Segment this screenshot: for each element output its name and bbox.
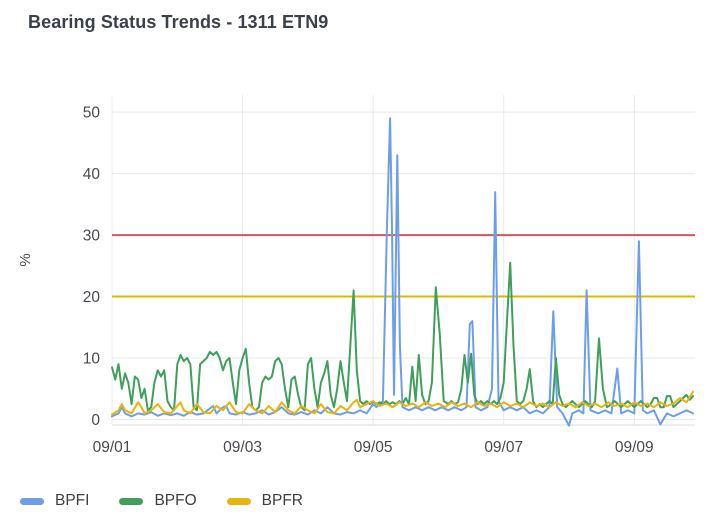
y-axis-tick-label: 50: [83, 105, 101, 122]
x-axis-tick-label: 09/07: [484, 439, 523, 456]
series-line-bpfi: [111, 117, 694, 427]
legend-item-bpfo[interactable]: BPFO: [119, 492, 197, 510]
x-axis-tick-label: 09/03: [223, 439, 262, 456]
x-axis-tick-label: 09/05: [354, 439, 393, 456]
y-axis-tick-label: 40: [83, 166, 101, 183]
legend-swatch-bpfr-icon: [226, 497, 251, 505]
legend-swatch-bpfi-icon: [20, 497, 44, 505]
y-axis-title: %: [17, 253, 34, 266]
y-axis-tick-label: 20: [83, 289, 101, 306]
series-line-bpfr: [111, 390, 694, 416]
legend-label-bpfr: BPFR: [261, 492, 303, 509]
legend-item-bpfi[interactable]: BPFI: [20, 492, 89, 510]
legend-label-bpfo: BPFO: [154, 492, 197, 509]
y-axis-tick-label: 30: [83, 228, 101, 245]
chart-title: Bearing Status Trends - 1311 ETN9: [28, 12, 329, 32]
x-axis-tick-label: 09/01: [93, 439, 132, 456]
legend-swatch-bpfo-icon: [119, 497, 144, 505]
x-axis-tick-label: 09/09: [615, 439, 654, 456]
legend-label-bpfi: BPFI: [55, 492, 90, 509]
y-axis-tick-label: 0: [91, 412, 100, 429]
chart-legend: BPFI BPFO BPFR: [20, 489, 303, 513]
y-axis-tick-label: 10: [83, 351, 101, 368]
legend-item-bpfr[interactable]: BPFR: [226, 492, 303, 510]
